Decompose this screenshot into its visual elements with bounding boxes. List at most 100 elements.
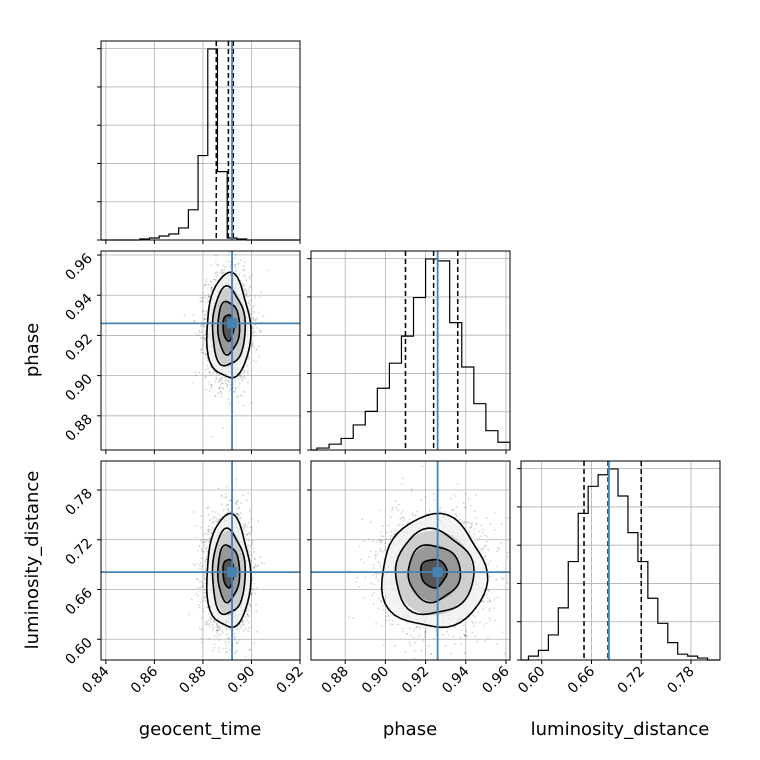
sample-point xyxy=(251,340,254,342)
sample-point xyxy=(206,506,209,509)
sample-point xyxy=(237,507,239,510)
sample-point xyxy=(203,284,206,287)
sample-point xyxy=(219,633,222,636)
histogram-line xyxy=(101,48,300,241)
panels: 0.60 0.66 0.72 0.780.880.900.920.940.960.84… xyxy=(62,40,721,697)
sample-point xyxy=(226,260,229,262)
sample-point xyxy=(226,385,228,388)
sample-point xyxy=(224,497,227,499)
sample-point xyxy=(236,396,238,398)
sample-point xyxy=(246,499,248,502)
sample-point xyxy=(207,359,209,362)
sample-point xyxy=(198,545,201,548)
sample-point xyxy=(234,390,236,393)
sample-point xyxy=(202,607,205,610)
sample-point xyxy=(250,593,253,596)
sample-point xyxy=(222,427,224,430)
sample-point xyxy=(234,264,237,266)
sample-point xyxy=(208,538,211,541)
sample-point xyxy=(205,539,208,542)
sample-point xyxy=(248,301,251,303)
sample-point xyxy=(183,314,186,316)
sample-point xyxy=(221,631,224,634)
sample-point xyxy=(206,620,208,623)
sample-point xyxy=(250,593,253,596)
sample-point xyxy=(198,606,201,609)
sample-point xyxy=(249,299,252,301)
sample-point xyxy=(205,623,208,625)
sample-point xyxy=(247,492,250,494)
sample-point xyxy=(213,619,216,622)
sample-point xyxy=(251,327,254,330)
sample-point xyxy=(205,353,207,355)
sample-point xyxy=(198,371,201,374)
sample-point xyxy=(250,312,253,315)
sample-point xyxy=(237,263,240,266)
sample-point xyxy=(205,313,208,316)
sample-point xyxy=(211,510,214,513)
sample-point xyxy=(229,266,232,268)
sample-point xyxy=(220,494,223,497)
sample-point xyxy=(204,376,207,379)
sample-point xyxy=(248,605,251,607)
sample-point xyxy=(224,266,227,269)
sample-point xyxy=(222,509,225,512)
sample-point xyxy=(247,532,250,535)
sample-point xyxy=(217,392,220,394)
sample-point xyxy=(248,649,251,651)
sample-point xyxy=(241,377,244,380)
sample-point xyxy=(243,369,246,372)
sample-point xyxy=(200,325,202,328)
sample-point xyxy=(198,332,201,334)
sample-point xyxy=(259,556,262,559)
sample-point xyxy=(248,621,250,624)
sample-point xyxy=(236,267,239,269)
sample-point xyxy=(225,647,228,649)
sample-point xyxy=(254,592,257,595)
sample-point xyxy=(220,269,223,272)
sample-point xyxy=(205,364,208,367)
sample-point xyxy=(249,277,251,280)
sample-point xyxy=(213,634,215,637)
sample-point xyxy=(220,379,223,382)
sample-point xyxy=(215,372,218,375)
sample-point xyxy=(243,269,246,272)
sample-point xyxy=(201,296,204,299)
contour-line xyxy=(217,300,241,356)
sample-point xyxy=(240,279,243,282)
sample-point xyxy=(250,554,253,557)
panel-frame xyxy=(520,460,721,661)
sample-point xyxy=(237,378,240,381)
sample-point xyxy=(217,264,220,267)
sample-point xyxy=(247,302,250,305)
sample-point xyxy=(215,261,217,264)
sample-point xyxy=(247,539,250,542)
sample-point xyxy=(223,268,226,271)
sample-point xyxy=(243,524,245,526)
sample-point xyxy=(202,582,205,585)
sample-point xyxy=(248,602,251,604)
sample-point xyxy=(236,513,239,516)
sample-point xyxy=(239,517,242,520)
sample-point xyxy=(243,284,245,286)
sample-point xyxy=(244,523,247,526)
sample-point xyxy=(207,293,210,295)
sample-point xyxy=(238,506,241,509)
sample-point xyxy=(233,635,236,638)
sample-point xyxy=(216,626,219,628)
sample-point xyxy=(260,330,263,332)
sample-point xyxy=(210,436,213,438)
sample-point xyxy=(240,502,243,504)
sample-point xyxy=(207,367,210,370)
sample-point xyxy=(207,530,210,533)
sample-point xyxy=(243,274,245,277)
scatter-panel-geocent_time-luminosity_distance: 0.84 0.86 0.88 0.90 0.920.600.660.720.78 xyxy=(62,460,307,697)
sample-point xyxy=(216,628,219,631)
sample-point xyxy=(246,533,249,536)
sample-point xyxy=(202,576,205,579)
sample-point xyxy=(218,650,220,653)
sample-point xyxy=(252,343,254,346)
sample-point xyxy=(210,618,213,620)
sample-point xyxy=(252,576,255,579)
sample-point xyxy=(238,639,241,641)
